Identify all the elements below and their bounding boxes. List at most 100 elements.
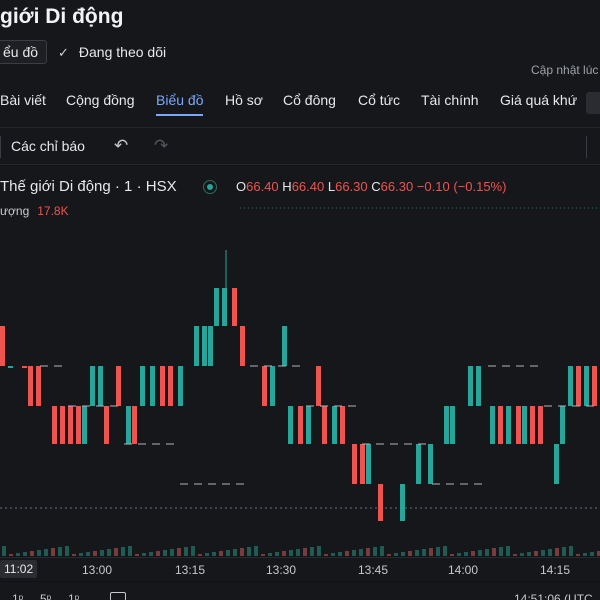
high-value: 66.40 — [291, 179, 325, 194]
candle — [400, 484, 405, 521]
candle — [468, 366, 473, 406]
chart-legend: Thế giới Di động · 1 · HSX O66.40 H66.40… — [0, 177, 600, 197]
volume-bar — [499, 547, 503, 556]
candle — [416, 444, 421, 484]
candle — [352, 444, 357, 484]
volume-bar — [100, 550, 104, 556]
candle — [98, 366, 103, 406]
volume-bar — [128, 546, 132, 556]
open-label: O — [236, 179, 247, 194]
volume-bar — [275, 552, 279, 556]
redo-icon[interactable]: ↷ — [154, 136, 169, 155]
candle — [194, 326, 199, 366]
candle — [28, 366, 33, 406]
change-value: −0.10 (−0.15%) — [416, 179, 507, 194]
range-button[interactable]: 5ᵖ — [40, 592, 52, 600]
chart-toolbar: Các chỉ báo ↶ ↷ — [0, 127, 600, 165]
volume-bar — [310, 547, 314, 556]
volume-bar — [373, 547, 377, 556]
time-tick: 13:00 — [82, 563, 113, 577]
chart-pane[interactable] — [0, 166, 600, 556]
volume-bar — [555, 548, 559, 556]
volume-bar — [37, 550, 41, 556]
volume-bar — [345, 551, 349, 556]
tabs-scroll-button[interactable] — [586, 92, 600, 114]
range-button[interactable]: 1ᵖ — [68, 592, 80, 600]
follow-label: Đang theo dõi — [78, 44, 167, 60]
undo-icon[interactable]: ↶ — [114, 136, 129, 155]
tab-price-history[interactable]: Giá quá khứ — [500, 92, 578, 108]
candle — [90, 366, 95, 406]
candle — [270, 366, 275, 406]
volume-bar — [58, 547, 62, 556]
volume-bar — [170, 549, 174, 556]
volume-bar — [352, 550, 356, 556]
volume-bar — [23, 552, 27, 556]
candle — [178, 366, 183, 406]
tab-posts[interactable]: Bài viết — [0, 92, 46, 108]
volume-bar — [16, 553, 20, 556]
candle — [168, 366, 173, 406]
volume-bar — [408, 551, 412, 556]
candle — [428, 444, 433, 484]
time-axis[interactable]: 11:02 13:00 13:15 13:30 13:45 14:00 14:1… — [0, 557, 600, 581]
candle — [444, 406, 449, 444]
tab-chart[interactable]: Biểu đồ — [156, 92, 204, 116]
volume-bar — [93, 551, 97, 556]
candle — [0, 326, 5, 366]
tab-community[interactable]: Cộng đồng — [66, 92, 135, 108]
candle — [240, 326, 245, 366]
candle — [576, 366, 581, 406]
time-tick: 14:15 — [540, 563, 571, 577]
candle — [506, 406, 511, 444]
volume-bar — [485, 549, 489, 556]
candle — [232, 288, 237, 326]
volume-bar — [2, 546, 6, 556]
volume-bar — [156, 551, 160, 556]
tab-shareholders[interactable]: Cổ đông — [283, 92, 336, 108]
volume-bar — [282, 551, 286, 556]
volume-bar — [443, 546, 447, 556]
calendar-icon[interactable] — [110, 592, 126, 600]
volume-bar — [464, 552, 468, 556]
follow-button[interactable]: ✓ Đang theo dõi — [58, 44, 166, 61]
tab-profile[interactable]: Hồ sơ — [225, 92, 263, 108]
volume-bar — [366, 548, 370, 556]
volume-bar — [534, 551, 538, 556]
candle — [140, 366, 145, 406]
volume-bar — [114, 548, 118, 556]
updated-label: Cập nhật lúc — [531, 63, 599, 77]
volume-bar — [233, 549, 237, 556]
volume-bar — [429, 548, 433, 556]
volume-bar — [65, 546, 69, 556]
candle — [554, 444, 559, 484]
page-title: giới Di động — [0, 5, 124, 28]
candle — [52, 406, 57, 444]
low-value: 66.30 — [335, 179, 368, 194]
indicators-button[interactable]: Các chỉ báo — [11, 138, 85, 154]
candlestick-chart[interactable] — [0, 166, 600, 556]
close-label: C — [371, 179, 381, 194]
volume-bar — [240, 548, 244, 556]
tab-dividends[interactable]: Cổ tức — [358, 92, 401, 108]
chart-chip[interactable]: ểu đồ — [0, 40, 48, 64]
volume-bar — [135, 554, 139, 556]
volume-bar — [247, 547, 251, 556]
candle — [516, 406, 521, 444]
tab-finance[interactable]: Tài chính — [421, 92, 479, 108]
candle — [116, 366, 121, 406]
low-label: L — [327, 179, 336, 194]
volume-bar — [415, 550, 419, 556]
candle — [522, 406, 527, 444]
candle — [68, 406, 73, 444]
candle — [298, 406, 303, 444]
volume-legend: ượng 17.8K — [0, 204, 69, 218]
volume-bar — [457, 553, 461, 556]
candle — [82, 406, 87, 444]
candle — [360, 444, 365, 484]
volume-bar — [254, 546, 258, 556]
volume-bar — [576, 554, 580, 556]
close-value: 66.30 — [380, 179, 414, 194]
range-button[interactable]: 1ᵖ — [12, 592, 24, 600]
volume-bar — [527, 552, 531, 556]
